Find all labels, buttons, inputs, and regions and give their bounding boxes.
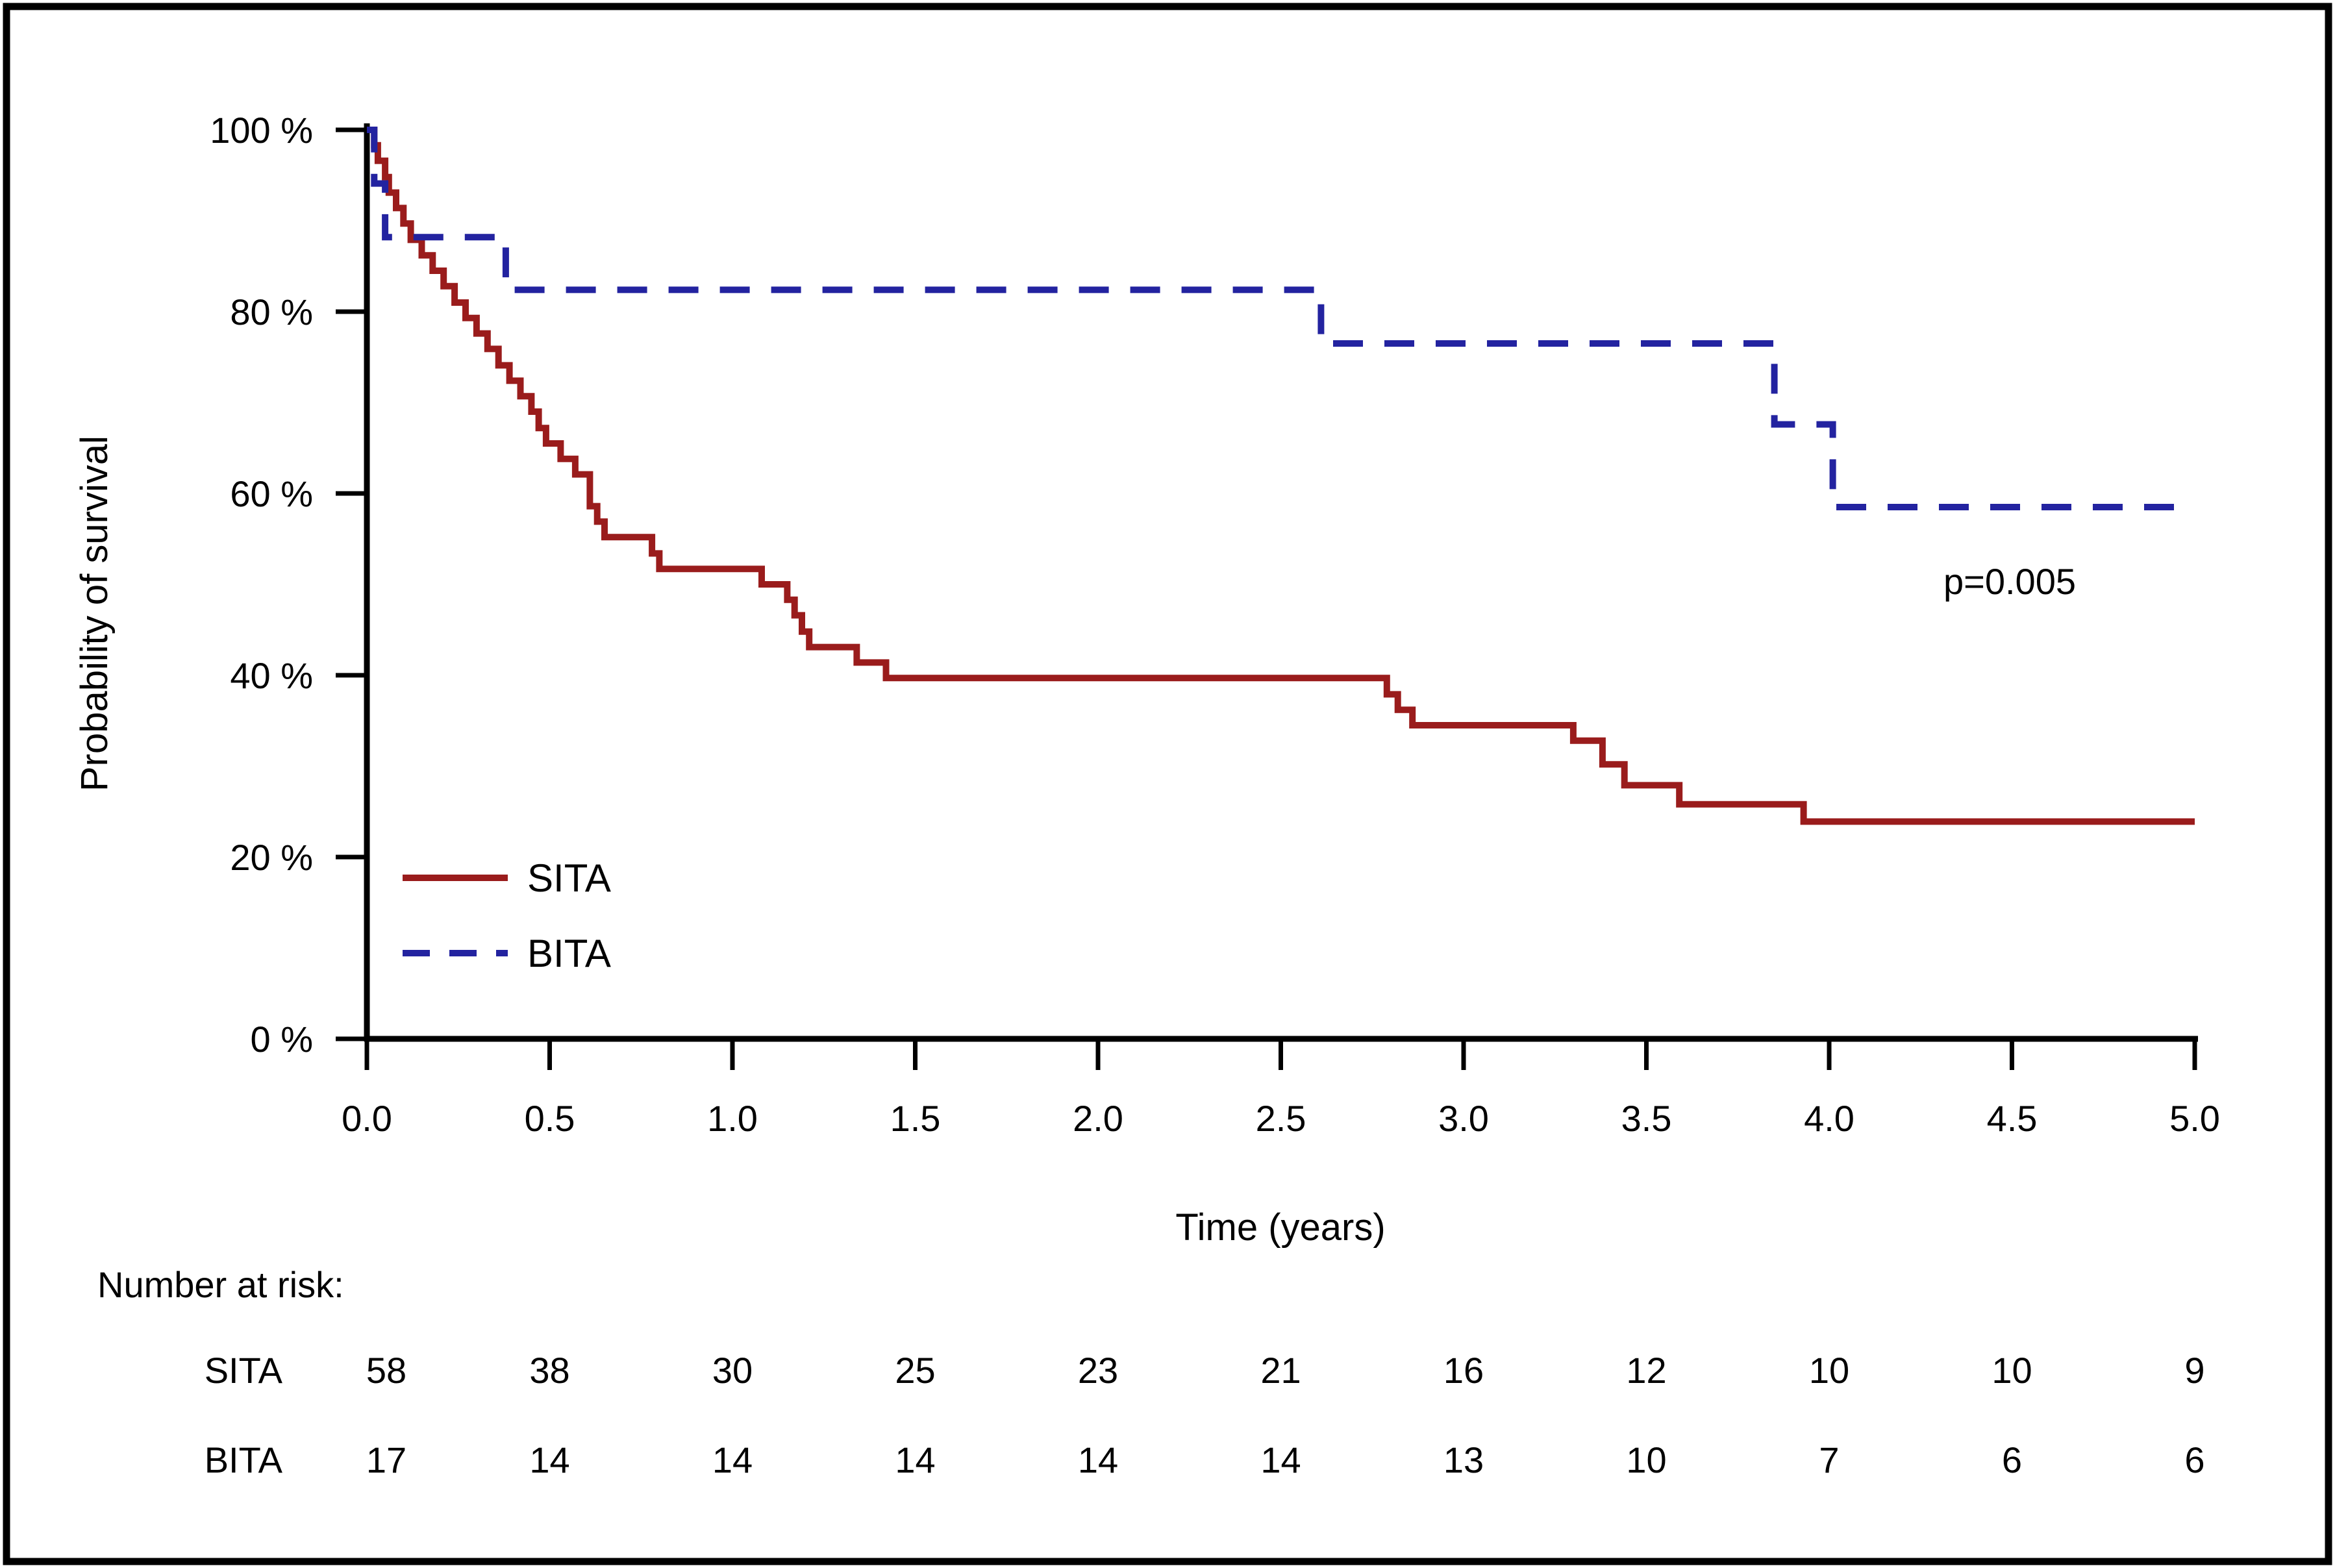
at-risk-table: SITA 58 38 30 25 23 21 16 12 10 10 9 BITA 17 14 14 14 14 1… bbox=[205, 1350, 2205, 1480]
x-tick-label: 3.0 bbox=[1438, 1098, 1489, 1139]
at-risk-count: 23 bbox=[1078, 1350, 1118, 1391]
at-risk-count: 14 bbox=[529, 1439, 569, 1480]
at-risk-count: 14 bbox=[712, 1439, 753, 1480]
at-risk-count: 16 bbox=[1443, 1350, 1484, 1391]
at-risk-row: BITA 17 14 14 14 14 14 13 10 7 6 6 bbox=[205, 1439, 2205, 1480]
at-risk-title: Number at risk: bbox=[97, 1264, 344, 1305]
p-value-annotation: p=0.005 bbox=[1943, 561, 2076, 602]
legend-label-sita: SITA bbox=[527, 856, 611, 900]
at-risk-row: SITA 58 38 30 25 23 21 16 12 10 10 9 bbox=[205, 1350, 2205, 1391]
y-tick-label: 60 % bbox=[230, 473, 313, 514]
at-risk-count: 38 bbox=[529, 1350, 569, 1391]
x-tick-label: 5.0 bbox=[2169, 1098, 2220, 1139]
at-risk-count: 9 bbox=[2184, 1350, 2204, 1391]
x-tick-label: 1.0 bbox=[707, 1098, 758, 1139]
at-risk-count: 12 bbox=[1626, 1350, 1666, 1391]
legend: SITA BITA bbox=[403, 856, 611, 975]
y-tick-label: 20 % bbox=[230, 837, 313, 878]
figure-border bbox=[3, 3, 2332, 1565]
x-tick-label: 2.0 bbox=[1073, 1098, 1123, 1139]
y-tick-label: 40 % bbox=[230, 655, 313, 696]
at-risk-count: 10 bbox=[1809, 1350, 1849, 1391]
at-risk-count: 6 bbox=[2002, 1439, 2022, 1480]
y-tick-label: 100 % bbox=[210, 110, 313, 151]
at-risk-count: 14 bbox=[895, 1439, 935, 1480]
at-risk-count: 30 bbox=[712, 1350, 753, 1391]
bita-survival-curve bbox=[367, 127, 2195, 510]
x-tick-label: 0.0 bbox=[342, 1098, 392, 1139]
x-tick-label: 3.5 bbox=[1621, 1098, 1672, 1139]
at-risk-count: 58 bbox=[366, 1350, 406, 1391]
sita-survival-curve bbox=[367, 127, 2195, 825]
y-tick-label: 0 % bbox=[251, 1019, 314, 1060]
at-risk-row-label: BITA bbox=[205, 1439, 283, 1480]
at-risk-count: 7 bbox=[1819, 1439, 1839, 1480]
y-axis-ticks: 100 % 80 % 60 % 40 % 20 % 0 % bbox=[210, 110, 367, 1060]
x-tick-label: 0.5 bbox=[525, 1098, 575, 1139]
at-risk-count: 13 bbox=[1443, 1439, 1484, 1480]
at-risk-count: 6 bbox=[2184, 1439, 2204, 1480]
at-risk-count: 14 bbox=[1260, 1439, 1301, 1480]
x-tick-label: 4.5 bbox=[1987, 1098, 2038, 1139]
x-tick-label: 1.5 bbox=[890, 1098, 941, 1139]
at-risk-count: 21 bbox=[1260, 1350, 1301, 1391]
x-axis-title: Time (years) bbox=[1175, 1206, 1385, 1249]
legend-label-bita: BITA bbox=[527, 932, 611, 975]
at-risk-count: 10 bbox=[1992, 1350, 2032, 1391]
x-tick-label: 4.0 bbox=[1804, 1098, 1854, 1139]
at-risk-row-label: SITA bbox=[205, 1350, 283, 1391]
x-axis-ticks: 0.0 0.5 1.0 1.5 2.0 2.5 3.0 3.5 4.0 4.5 5.0 bbox=[342, 1039, 2220, 1139]
at-risk-count: 10 bbox=[1626, 1439, 1666, 1480]
at-risk-count: 17 bbox=[366, 1439, 406, 1480]
at-risk-count: 14 bbox=[1078, 1439, 1118, 1480]
y-axis-title: Probability of survival bbox=[73, 436, 116, 791]
x-tick-label: 2.5 bbox=[1256, 1098, 1306, 1139]
y-tick-label: 80 % bbox=[230, 292, 313, 332]
at-risk-count: 25 bbox=[895, 1350, 935, 1391]
